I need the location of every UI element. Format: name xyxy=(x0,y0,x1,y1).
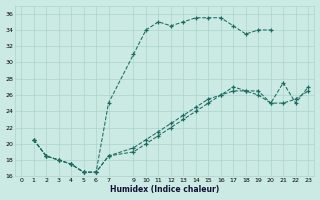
X-axis label: Humidex (Indice chaleur): Humidex (Indice chaleur) xyxy=(110,185,219,194)
